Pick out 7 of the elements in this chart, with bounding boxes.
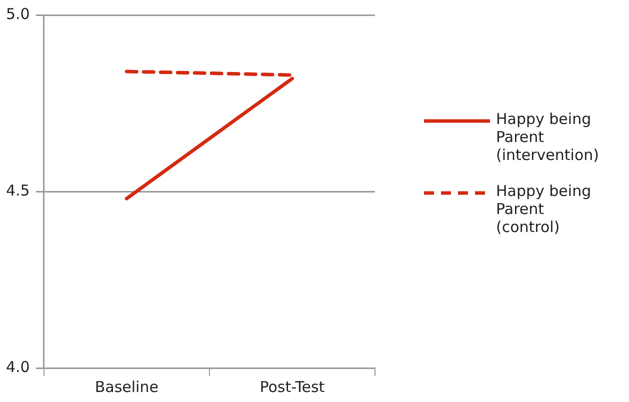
- x-tick-label: Post-Test: [260, 378, 325, 396]
- legend-label: Happy being Parent (control): [496, 182, 592, 236]
- y-tick-label: 4.5: [6, 181, 30, 200]
- x-tick-label: Baseline: [94, 378, 158, 396]
- y-tick-label: 5.0: [6, 4, 30, 23]
- legend-label: Happy being Parent (intervention): [496, 110, 600, 164]
- y-tick-label: 4.0: [6, 358, 30, 376]
